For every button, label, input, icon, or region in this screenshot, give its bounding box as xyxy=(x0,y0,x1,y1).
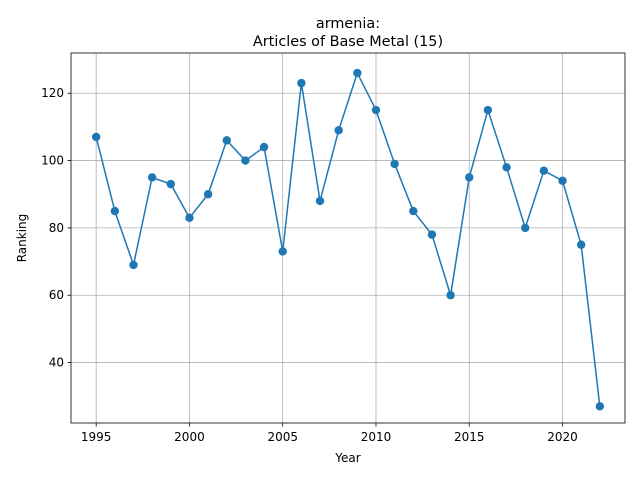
data-point xyxy=(483,105,493,115)
data-point xyxy=(371,105,381,115)
data-point xyxy=(315,196,325,206)
series-line xyxy=(95,72,601,408)
data-point xyxy=(185,213,194,222)
data-point xyxy=(297,78,306,88)
data-point xyxy=(576,240,586,249)
y-axis-label: Ranking xyxy=(15,214,29,263)
data-point xyxy=(147,173,157,182)
y-tick-label: 120 xyxy=(41,86,64,100)
x-axis-ticks: 1995 2000 2005 2010 2015 2020 xyxy=(81,423,578,444)
data-point xyxy=(166,179,175,189)
data-point xyxy=(502,163,511,172)
y-tick-label: 100 xyxy=(41,154,64,168)
data-point xyxy=(110,206,120,216)
data-point xyxy=(409,206,418,216)
x-tick-label: 2010 xyxy=(361,430,392,444)
data-point xyxy=(595,402,605,411)
x-tick-label: 1995 xyxy=(81,430,112,444)
data-point xyxy=(521,223,530,233)
series-line-group xyxy=(95,72,601,408)
x-axis-label: Year xyxy=(334,451,360,465)
data-point xyxy=(353,68,362,78)
data-point xyxy=(259,142,269,152)
data-point xyxy=(278,247,287,256)
data-point xyxy=(465,173,474,182)
data-point xyxy=(129,260,138,270)
data-point xyxy=(203,190,213,199)
y-tick-label: 60 xyxy=(49,288,64,302)
chart-title-line-2: Articles of Base Metal (15) xyxy=(253,34,443,50)
chart-title-line-1: armenia: xyxy=(316,16,380,32)
data-point xyxy=(390,159,399,169)
x-tick-label: 2000 xyxy=(174,430,205,444)
data-point xyxy=(427,230,437,239)
x-tick-label: 2005 xyxy=(267,430,298,444)
data-point xyxy=(91,132,101,142)
y-tick-label: 80 xyxy=(49,221,64,235)
x-tick-label: 2020 xyxy=(547,430,578,444)
data-point xyxy=(334,126,343,135)
gridlines xyxy=(71,53,625,423)
data-point xyxy=(539,166,549,175)
y-axis-ticks: 40 60 80 100 120 xyxy=(41,86,71,370)
data-point xyxy=(446,291,455,300)
y-tick-label: 40 xyxy=(49,356,64,370)
data-point xyxy=(222,136,231,145)
x-tick-label: 2015 xyxy=(454,430,485,444)
data-points xyxy=(91,68,605,411)
data-point xyxy=(241,156,250,165)
plot-area-frame xyxy=(70,52,626,424)
data-point xyxy=(558,176,567,185)
